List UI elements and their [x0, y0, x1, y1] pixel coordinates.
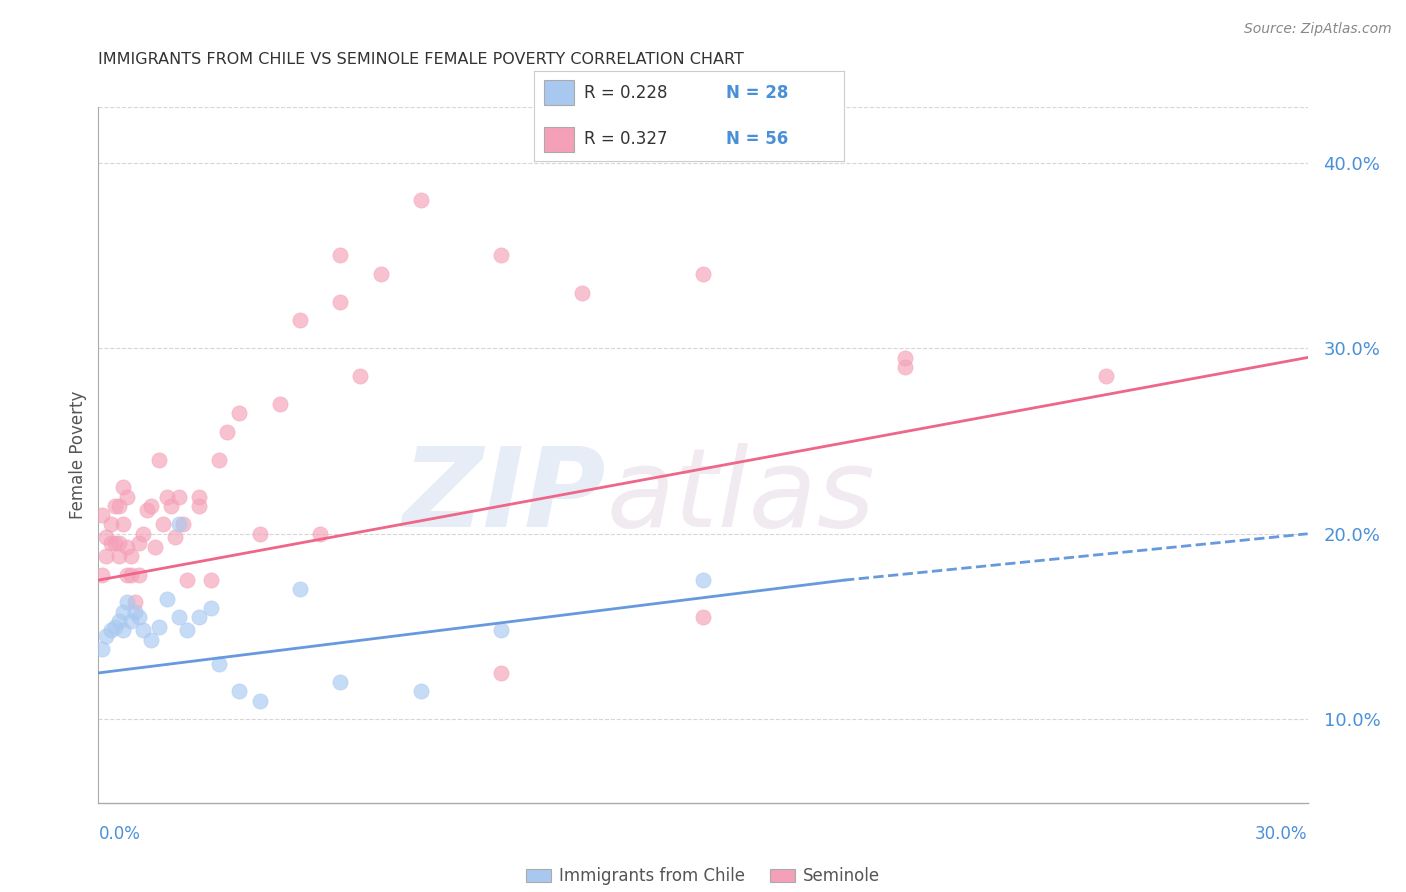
Point: [200, 573, 222, 587]
Point: [96, 549, 118, 563]
Point: [188, 490, 211, 504]
Point: [329, 248, 352, 262]
Point: [249, 694, 271, 708]
Text: R = 0.228: R = 0.228: [583, 84, 668, 102]
Point: [228, 406, 250, 420]
Point: [139, 632, 162, 647]
Point: [692, 610, 714, 624]
Text: atlas: atlas: [606, 443, 875, 550]
Point: [188, 499, 211, 513]
Bar: [544, 127, 575, 152]
Point: [107, 499, 129, 513]
Text: ZIP: ZIP: [402, 443, 606, 550]
Point: [111, 480, 134, 494]
Point: [1095, 369, 1118, 384]
Point: [163, 531, 186, 545]
Point: [176, 573, 198, 587]
Point: [103, 536, 125, 550]
Point: [103, 619, 125, 633]
Point: [172, 517, 194, 532]
Point: [893, 351, 915, 365]
Point: [124, 595, 146, 609]
Point: [692, 573, 714, 587]
Point: [111, 517, 134, 532]
Point: [120, 549, 142, 563]
Point: [128, 567, 150, 582]
Point: [491, 624, 513, 638]
Point: [176, 624, 198, 638]
Point: [370, 267, 392, 281]
Point: [107, 536, 129, 550]
Point: [111, 605, 134, 619]
Point: [100, 624, 122, 638]
Text: 0.0%: 0.0%: [98, 825, 141, 843]
Point: [491, 665, 513, 680]
Point: [200, 601, 222, 615]
Text: Source: ZipAtlas.com: Source: ZipAtlas.com: [1244, 22, 1392, 37]
Point: [115, 490, 138, 504]
Point: [491, 248, 513, 262]
Text: N = 56: N = 56: [725, 130, 789, 148]
Point: [91, 567, 114, 582]
Point: [288, 582, 311, 597]
Point: [120, 614, 142, 628]
Point: [167, 610, 190, 624]
Point: [100, 517, 122, 532]
Point: [249, 526, 271, 541]
Point: [288, 313, 311, 327]
Point: [115, 540, 138, 554]
Point: [228, 684, 250, 698]
Point: [148, 452, 170, 467]
Point: [115, 595, 138, 609]
Point: [329, 675, 352, 690]
Point: [692, 267, 714, 281]
Point: [139, 499, 162, 513]
Point: [132, 624, 155, 638]
Point: [107, 549, 129, 563]
Text: 30.0%: 30.0%: [1256, 825, 1308, 843]
Point: [309, 526, 332, 541]
Point: [167, 517, 190, 532]
Point: [143, 540, 166, 554]
Point: [103, 499, 125, 513]
Point: [107, 614, 129, 628]
Point: [96, 629, 118, 643]
Point: [167, 490, 190, 504]
Point: [96, 531, 118, 545]
Point: [409, 684, 432, 698]
Point: [156, 490, 179, 504]
Point: [115, 567, 138, 582]
Bar: [544, 80, 575, 105]
Point: [128, 610, 150, 624]
Text: R = 0.327: R = 0.327: [583, 130, 668, 148]
Point: [100, 536, 122, 550]
Point: [120, 567, 142, 582]
Point: [132, 526, 155, 541]
Point: [269, 397, 291, 411]
Point: [329, 294, 352, 309]
Point: [349, 369, 371, 384]
Y-axis label: Female Poverty: Female Poverty: [69, 391, 87, 519]
Point: [217, 425, 239, 439]
Point: [91, 641, 114, 656]
Point: [208, 452, 231, 467]
Text: IMMIGRANTS FROM CHILE VS SEMINOLE FEMALE POVERTY CORRELATION CHART: IMMIGRANTS FROM CHILE VS SEMINOLE FEMALE…: [98, 52, 744, 67]
Point: [148, 619, 170, 633]
Legend: Immigrants from Chile, Seminole: Immigrants from Chile, Seminole: [519, 861, 887, 892]
Point: [128, 536, 150, 550]
Point: [893, 359, 915, 374]
Point: [160, 499, 183, 513]
Point: [571, 285, 593, 300]
Point: [188, 610, 211, 624]
Text: N = 28: N = 28: [725, 84, 789, 102]
Point: [156, 591, 179, 606]
Point: [152, 517, 174, 532]
Point: [409, 193, 432, 207]
Point: [124, 605, 146, 619]
Point: [135, 502, 157, 516]
Point: [91, 508, 114, 523]
Point: [208, 657, 231, 671]
Point: [111, 624, 134, 638]
